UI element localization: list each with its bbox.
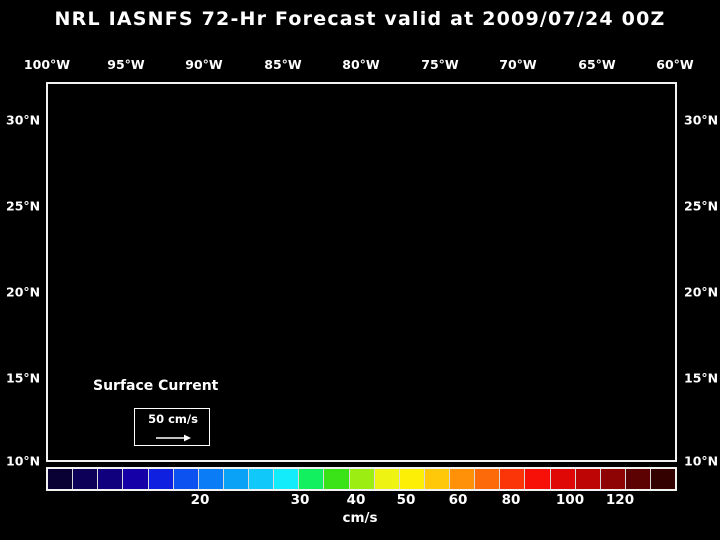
colorbar-tick-label: 60 [448,492,468,508]
longitude-tick-label: 85°W [264,57,302,72]
colorbar-cell [48,469,74,489]
colorbar-cell [374,469,400,489]
latitude-tick-label: 15°N [6,370,41,386]
colorbar-cell [123,469,149,489]
colorbar-cell [148,469,174,489]
colorbar-cell [399,469,425,489]
colorbar-tick-label: 40 [346,492,366,508]
page-title: NRL IASNFS 72-Hr Forecast valid at 2009/… [54,8,666,30]
longitude-tick-label: 60°W [656,57,694,72]
colorbar-cell [651,469,676,489]
latitude-tick-label: 20°N [684,284,719,300]
colorbar-tick-label: 100 [555,492,585,508]
colorbar-cell [450,469,476,489]
colorbar-cell [98,469,124,489]
colorbar-cell [274,469,300,489]
longitude-tick-label: 95°W [107,57,145,72]
longitude-tick-label: 90°W [185,57,223,72]
latitude-tick-label: 25°N [684,198,719,214]
latitude-tick-label: 20°N [6,284,41,300]
latitude-tick-label: 15°N [684,370,719,386]
colorbar-cell [73,469,99,489]
current-field-canvas [48,84,675,460]
colorbar-cell [550,469,576,489]
longitude-tick-label: 75°W [421,57,459,72]
colorbar-unit-label: cm/s [342,510,378,526]
colorbar-cell [223,469,249,489]
colorbar-cell [299,469,325,489]
colorbar-cell [249,469,275,489]
colorbar-cell [600,469,626,489]
colorbar-cell [525,469,551,489]
longitude-tick-label: 100°W [23,57,71,72]
colorbar-cell [500,469,526,489]
colorbar-cell [198,469,224,489]
latitude-tick-label: 25°N [6,198,41,214]
latitude-tick-label: 10°N [684,453,719,469]
right-arrow-icon [156,434,191,442]
colorbar-cell [173,469,199,489]
latitude-tick-label: 30°N [684,112,719,128]
longitude-tick-label: 70°W [499,57,537,72]
vector-scale-key: 50 cm/s [134,408,210,446]
latitude-tick-label: 30°N [6,112,41,128]
vector-scale-key-label: 50 cm/s [148,412,198,426]
colorbar-tick-label: 30 [290,492,310,508]
current-speed-map[interactable] [46,82,677,462]
colorbar-cell [625,469,651,489]
colorbar-cell [575,469,601,489]
colorbar-tick-label: 20 [190,492,210,508]
surface-current-label: Surface Current [93,378,219,394]
colorbar-tick-label: 50 [396,492,416,508]
colorbar-cell [475,469,501,489]
colorbar-cell [424,469,450,489]
latitude-tick-label: 10°N [6,453,41,469]
colorbar-tick-label: 120 [605,492,635,508]
colorbar-cell [349,469,375,489]
colorbar-cell [324,469,350,489]
colorbar [46,467,677,491]
colorbar-tick-label: 80 [501,492,521,508]
longitude-tick-label: 65°W [578,57,616,72]
longitude-tick-label: 80°W [342,57,380,72]
